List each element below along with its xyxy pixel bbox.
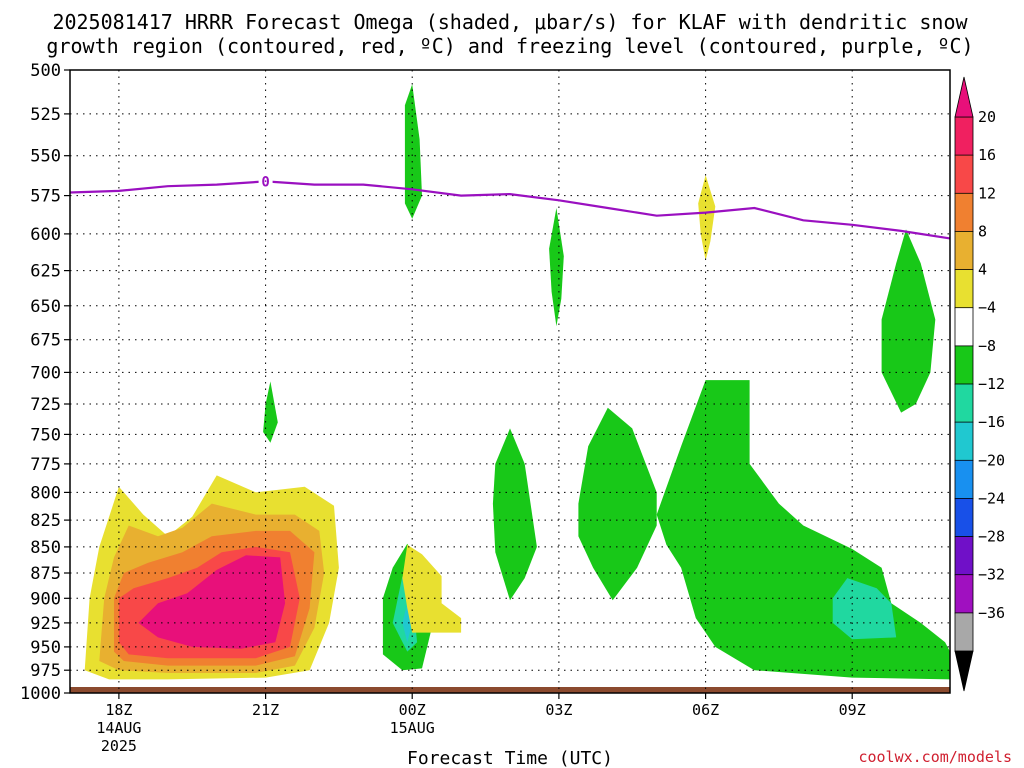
freezing-level-contour: 0: [69, 172, 951, 240]
y-tick-label-750: 750: [30, 425, 61, 445]
colorbar-label-7: −12: [978, 375, 1005, 393]
y-tick-label-725: 725: [30, 395, 61, 415]
colorbar-top-arrow: [954, 76, 974, 118]
y-tick-label-775: 775: [30, 455, 61, 475]
omega-region-4: [138, 555, 286, 649]
y-tick-label-875: 875: [30, 564, 61, 584]
colorbar-bottom-arrow: [954, 650, 974, 692]
omega-region-9: [404, 84, 422, 219]
colorbar-segment-0: [954, 116, 974, 156]
freezing-level-label-bg: [258, 172, 273, 190]
x-tick-label-0: 18Z: [105, 701, 132, 719]
colorbar-segment-7: [954, 383, 974, 423]
credit-text: coolwx.com/models: [858, 748, 1012, 766]
x-axis-label: Forecast Time (UTC): [407, 748, 613, 768]
colorbar-segment-1: [954, 154, 974, 194]
y-tick-label-825: 825: [30, 511, 61, 531]
x-tick-date-2: 15AUG: [390, 719, 435, 737]
y-tick-label-600: 600: [30, 225, 61, 245]
chart-title-line1: 2025081417 HRRR Forecast Omega (shaded, …: [52, 10, 968, 34]
omega-region-7: [402, 603, 413, 643]
colorbar-segment-11: [954, 536, 974, 576]
colorbar-label-1: 16: [978, 146, 996, 164]
colorbar-label-5: −4: [978, 299, 996, 317]
x-tick-year-0: 2025: [101, 737, 137, 755]
omega-region-13: [492, 428, 537, 601]
y-tick-label-975: 975: [30, 661, 61, 681]
omega-shaded-regions: [84, 84, 950, 680]
omega-region-14: [578, 407, 657, 601]
omega-region-8: [402, 544, 462, 633]
omega-region-11: [698, 175, 716, 261]
colorbar-segment-10: [954, 497, 974, 538]
y-tick-label-950: 950: [30, 638, 61, 658]
colorbar-label-0: 20: [978, 108, 996, 126]
colorbar-segment-8: [954, 421, 974, 461]
y-tick-label-525: 525: [30, 105, 61, 125]
y-tick-label-500: 500: [30, 61, 61, 81]
y-tick-label-700: 700: [30, 363, 61, 383]
colorbar-segment-6: [954, 345, 974, 385]
y-tick-label-800: 800: [30, 483, 61, 503]
omega-region-10: [549, 208, 564, 327]
y-tick-label-900: 900: [30, 589, 61, 609]
colorbar-label-6: −8: [978, 337, 996, 355]
colorbar-segment-9: [954, 459, 974, 500]
colorbar-segment-12: [954, 574, 974, 614]
colorbar-label-3: 8: [978, 222, 987, 240]
y-tick-label-625: 625: [30, 262, 61, 282]
colorbar-label-12: −32: [978, 566, 1005, 584]
colorbar-label-10: −24: [978, 489, 1005, 507]
freezing-level-label: 0: [261, 174, 269, 190]
freezing-level-line: [69, 180, 951, 240]
colorbar-label-8: −16: [978, 413, 1005, 431]
y-tick-label-850: 850: [30, 538, 61, 558]
colorbar-label-2: 12: [978, 184, 996, 202]
colorbar-segment-4: [954, 269, 974, 309]
y-tick-label-1000: 1000: [20, 684, 61, 704]
surface-terrain-band: [70, 687, 950, 693]
chart-title-line2: growth region (contoured, red, ºC) and f…: [46, 34, 973, 58]
colorbar-segment-5: [954, 307, 974, 347]
y-axis-pressure-ticks: 500 525 550 575 600 625 650 675 700 725 750 775 800 8…: [20, 61, 70, 704]
plot-frame: [69, 69, 951, 694]
omega-colorbar: 20 16 12 8 4 −4 −8 −12 −16 −20 −24 −28 −32 −36: [954, 76, 1005, 692]
omega-region-12: [263, 381, 278, 443]
y-tick-label-650: 650: [30, 297, 61, 317]
x-tick-label-1: 21Z: [252, 701, 279, 719]
x-tick-label-5: 09Z: [839, 701, 866, 719]
x-tick-label-3: 03Z: [545, 701, 572, 719]
colorbar-segment-3: [954, 230, 974, 271]
x-tick-label-2: 00Z: [399, 701, 426, 719]
y-tick-label-575: 575: [30, 187, 61, 207]
colorbar-label-11: −28: [978, 528, 1005, 546]
colorbar-segment-2: [954, 192, 974, 233]
colorbar-label-9: −20: [978, 451, 1005, 469]
omega-region-16: [832, 578, 897, 640]
y-tick-label-925: 925: [30, 614, 61, 634]
colorbar-label-13: −36: [978, 604, 1005, 622]
omega-region-17: [881, 229, 936, 413]
y-tick-label-550: 550: [30, 147, 61, 167]
x-tick-label-4: 06Z: [692, 701, 719, 719]
colorbar-segment-13: [954, 612, 974, 652]
colorbar-label-4: 4: [978, 261, 987, 279]
x-tick-date-0: 14AUG: [96, 719, 141, 737]
y-tick-label-675: 675: [30, 331, 61, 351]
